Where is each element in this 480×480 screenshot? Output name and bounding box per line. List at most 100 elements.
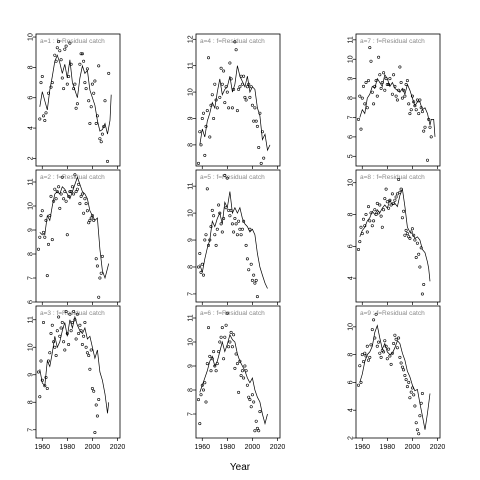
data-point bbox=[222, 69, 226, 73]
data-point bbox=[214, 243, 218, 247]
y-tick-label: 6 bbox=[348, 135, 355, 139]
data-point bbox=[262, 156, 266, 160]
data-point bbox=[83, 81, 87, 85]
data-point bbox=[43, 384, 47, 388]
y-tick-label: 9 bbox=[348, 77, 355, 81]
data-point bbox=[204, 400, 208, 404]
data-point bbox=[255, 124, 259, 128]
data-point bbox=[50, 323, 54, 327]
data-point bbox=[356, 248, 360, 252]
data-point bbox=[55, 190, 59, 194]
data-point bbox=[254, 419, 258, 423]
data-point bbox=[408, 236, 412, 240]
data-point bbox=[48, 214, 52, 218]
data-point bbox=[219, 335, 223, 339]
data-point bbox=[366, 205, 370, 209]
panel-frame bbox=[355, 169, 441, 303]
data-point bbox=[78, 62, 82, 66]
data-point bbox=[89, 348, 93, 352]
data-point bbox=[399, 81, 403, 85]
data-point bbox=[361, 217, 365, 221]
data-point bbox=[228, 61, 232, 65]
panel-label: a=7 : f=Residual catch bbox=[360, 38, 425, 45]
data-point bbox=[84, 202, 88, 206]
data-point bbox=[257, 429, 261, 433]
data-point bbox=[382, 71, 386, 75]
y-tick-label: 9 bbox=[188, 116, 195, 120]
data-point bbox=[218, 340, 222, 344]
data-point bbox=[366, 79, 370, 83]
data-point bbox=[378, 203, 382, 207]
data-point bbox=[365, 106, 369, 110]
data-point bbox=[73, 173, 77, 177]
data-point bbox=[410, 227, 414, 231]
data-point bbox=[82, 211, 86, 215]
data-point bbox=[57, 315, 61, 319]
data-point bbox=[374, 312, 378, 316]
data-point bbox=[46, 359, 50, 363]
data-point bbox=[93, 430, 97, 434]
data-point bbox=[100, 132, 104, 136]
data-point bbox=[404, 228, 408, 232]
data-point bbox=[422, 129, 426, 133]
data-point bbox=[43, 235, 47, 239]
data-point bbox=[228, 214, 232, 218]
data-point bbox=[95, 114, 99, 118]
data-point bbox=[414, 255, 418, 259]
data-point bbox=[217, 350, 221, 354]
data-point bbox=[53, 53, 57, 57]
data-point bbox=[413, 238, 417, 242]
data-point bbox=[244, 243, 248, 247]
data-point bbox=[208, 238, 212, 242]
y-tick-label: 6 bbox=[28, 96, 35, 100]
data-point bbox=[254, 119, 258, 123]
y-tick-label: 8 bbox=[28, 65, 35, 69]
data-point bbox=[415, 98, 419, 102]
data-point bbox=[228, 340, 232, 344]
data-point bbox=[418, 414, 422, 418]
data-point bbox=[49, 194, 53, 198]
data-point bbox=[67, 75, 71, 79]
data-point bbox=[260, 130, 264, 134]
x-tick-label: 2020 bbox=[430, 444, 446, 451]
data-point bbox=[383, 88, 387, 92]
data-point bbox=[92, 389, 96, 393]
data-point bbox=[202, 273, 206, 277]
data-point bbox=[397, 178, 401, 182]
data-point bbox=[244, 98, 248, 102]
data-point bbox=[208, 135, 212, 139]
data-point bbox=[394, 195, 398, 199]
data-point bbox=[404, 83, 408, 87]
data-point bbox=[230, 345, 234, 349]
data-point bbox=[412, 393, 416, 397]
data-point bbox=[44, 375, 48, 379]
data-point bbox=[210, 357, 214, 361]
data-point bbox=[388, 77, 392, 81]
data-point bbox=[212, 214, 216, 218]
data-point bbox=[75, 312, 79, 316]
data-point bbox=[382, 208, 386, 212]
data-point bbox=[395, 192, 399, 196]
data-point bbox=[399, 187, 403, 191]
data-point bbox=[418, 98, 422, 102]
data-point bbox=[245, 85, 249, 89]
data-point bbox=[205, 109, 209, 113]
data-point bbox=[78, 202, 82, 206]
data-point bbox=[68, 312, 72, 316]
panel-4: a=2 : f=Residual catch 6 7 8 9 10 11 bbox=[28, 169, 121, 305]
data-point bbox=[240, 227, 244, 231]
data-point bbox=[80, 192, 84, 196]
data-point bbox=[59, 58, 63, 62]
data-point bbox=[384, 187, 388, 191]
panel-frame bbox=[35, 169, 121, 303]
data-point bbox=[99, 140, 103, 144]
data-point bbox=[242, 219, 246, 223]
y-tick-label: 10 bbox=[188, 88, 195, 96]
panel-8: a=6 : f=Residual catch 7 8 9 10 11 1960 1980 200… bbox=[188, 305, 285, 451]
data-point bbox=[415, 241, 419, 245]
data-point bbox=[74, 106, 78, 110]
data-point bbox=[397, 336, 401, 340]
data-point bbox=[372, 219, 376, 223]
data-point bbox=[247, 82, 251, 86]
data-point bbox=[98, 276, 102, 280]
